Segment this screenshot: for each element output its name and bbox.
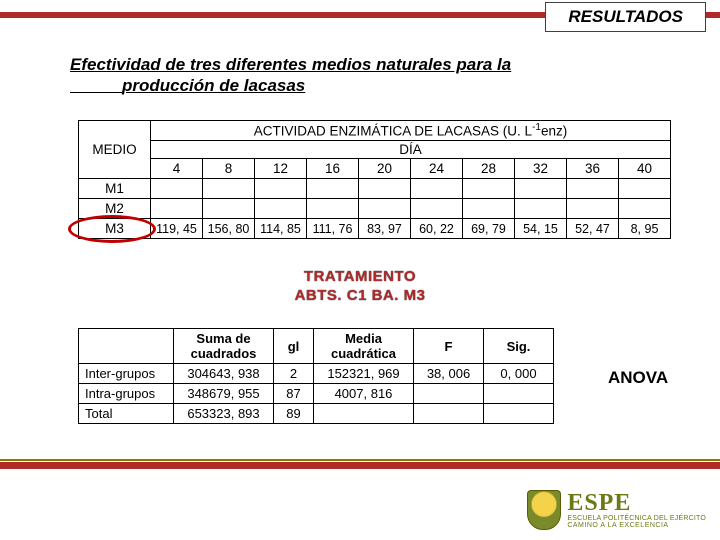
m2-d12	[255, 199, 307, 219]
m3-d32: 54, 15	[515, 219, 567, 239]
m3-d4: 119, 45	[151, 219, 203, 239]
m2-d40	[619, 199, 671, 219]
anova-r1-suma: 304643, 938	[174, 364, 274, 384]
m3-d12: 114, 85	[255, 219, 307, 239]
footer-band	[0, 462, 720, 469]
highlight-ring-m3	[68, 215, 156, 243]
day-24: 24	[411, 159, 463, 179]
espe-logo-text: ESPE ESCUELA POLITÉCNICA DEL EJÉRCITO CA…	[567, 491, 706, 529]
m2-d8	[203, 199, 255, 219]
anova-h-gl: gl	[274, 329, 314, 364]
treatment-label: TRATAMIENTO ABTS. C1 BA. M3	[0, 268, 720, 306]
anova-r3-f	[414, 404, 484, 424]
anova-r3-suma: 653323, 893	[174, 404, 274, 424]
anova-r3-name: Total	[79, 404, 174, 424]
m3-d24: 60, 22	[411, 219, 463, 239]
anova-r1-f: 38, 006	[414, 364, 484, 384]
col-dia: DÍA	[151, 141, 671, 159]
day-12: 12	[255, 159, 307, 179]
anova-h-media: Media cuadrática	[314, 329, 414, 364]
activity-header-tail: enz)	[541, 124, 567, 139]
m3-d36: 52, 47	[567, 219, 619, 239]
activity-header-main: ACTIVIDAD ENZIMÁTICA DE LACASAS (U. L	[254, 124, 532, 139]
activity-header-sup: -1	[532, 122, 541, 133]
m2-d32	[515, 199, 567, 219]
anova-r2-f	[414, 384, 484, 404]
anova-r1-gl: 2	[274, 364, 314, 384]
m2-d24	[411, 199, 463, 219]
anova-r2-gl: 87	[274, 384, 314, 404]
anova-r2-suma: 348679, 955	[174, 384, 274, 404]
slide-subtitle: Efectividad de tres diferentes medios na…	[70, 54, 650, 97]
activity-table: MEDIO ACTIVIDAD ENZIMÁTICA DE LACASAS (U…	[78, 120, 671, 239]
day-8: 8	[203, 159, 255, 179]
m2-d28	[463, 199, 515, 219]
anova-table: Suma de cuadrados gl Media cuadrática F …	[78, 328, 554, 424]
day-36: 36	[567, 159, 619, 179]
m1-d12	[255, 179, 307, 199]
m2-d4	[151, 199, 203, 219]
anova-r2-media: 4007, 816	[314, 384, 414, 404]
anova-r1-sig: 0, 000	[484, 364, 554, 384]
anova-r3-media	[314, 404, 414, 424]
m3-d20: 83, 97	[359, 219, 411, 239]
anova-r2-sig	[484, 384, 554, 404]
espe-subline: CAMINO A LA EXCELENCIA	[567, 522, 706, 529]
m3-d16: 111, 76	[307, 219, 359, 239]
day-28: 28	[463, 159, 515, 179]
m1-d16	[307, 179, 359, 199]
footer-logo: ESPE ESCUELA POLITÉCNICA DEL EJÉRCITO CA…	[527, 490, 706, 530]
day-40: 40	[619, 159, 671, 179]
col-medio: MEDIO	[79, 121, 151, 179]
m1-d20	[359, 179, 411, 199]
m2-d16	[307, 199, 359, 219]
col-activity-title: ACTIVIDAD ENZIMÁTICA DE LACASAS (U. L-1e…	[151, 121, 671, 141]
anova-r3-sig	[484, 404, 554, 424]
espe-shield-icon	[527, 490, 561, 530]
m3-d28: 69, 79	[463, 219, 515, 239]
treatment-line2: ABTS. C1 BA. M3	[295, 287, 426, 304]
day-32: 32	[515, 159, 567, 179]
m1-d32	[515, 179, 567, 199]
m1-d4	[151, 179, 203, 199]
m1-d8	[203, 179, 255, 199]
anova-r1-media: 152321, 969	[314, 364, 414, 384]
m1-d24	[411, 179, 463, 199]
m3-d40: 8, 95	[619, 219, 671, 239]
anova-r1-name: Inter-grupos	[79, 364, 174, 384]
row-m1-label: M1	[79, 179, 151, 199]
anova-h-suma: Suma de cuadrados	[174, 329, 274, 364]
day-20: 20	[359, 159, 411, 179]
m3-d8: 156, 80	[203, 219, 255, 239]
m1-d36	[567, 179, 619, 199]
anova-h-sig: Sig.	[484, 329, 554, 364]
espe-name: ESPE	[567, 491, 706, 515]
m2-d20	[359, 199, 411, 219]
anova-h-f: F	[414, 329, 484, 364]
treatment-line1: TRATAMIENTO	[304, 268, 416, 285]
anova-r3-gl: 89	[274, 404, 314, 424]
results-title-box: RESULTADOS	[545, 2, 706, 32]
subtitle-line1: Efectividad de tres diferentes medios na…	[70, 55, 511, 74]
anova-r2-name: Intra-grupos	[79, 384, 174, 404]
anova-side-label: ANOVA	[608, 368, 668, 388]
m2-d36	[567, 199, 619, 219]
day-16: 16	[307, 159, 359, 179]
day-4: 4	[151, 159, 203, 179]
m1-d28	[463, 179, 515, 199]
espe-tagline: ESCUELA POLITÉCNICA DEL EJÉRCITO	[567, 515, 706, 522]
anova-corner	[79, 329, 174, 364]
m1-d40	[619, 179, 671, 199]
subtitle-line2: producción de lacasas	[122, 76, 305, 95]
